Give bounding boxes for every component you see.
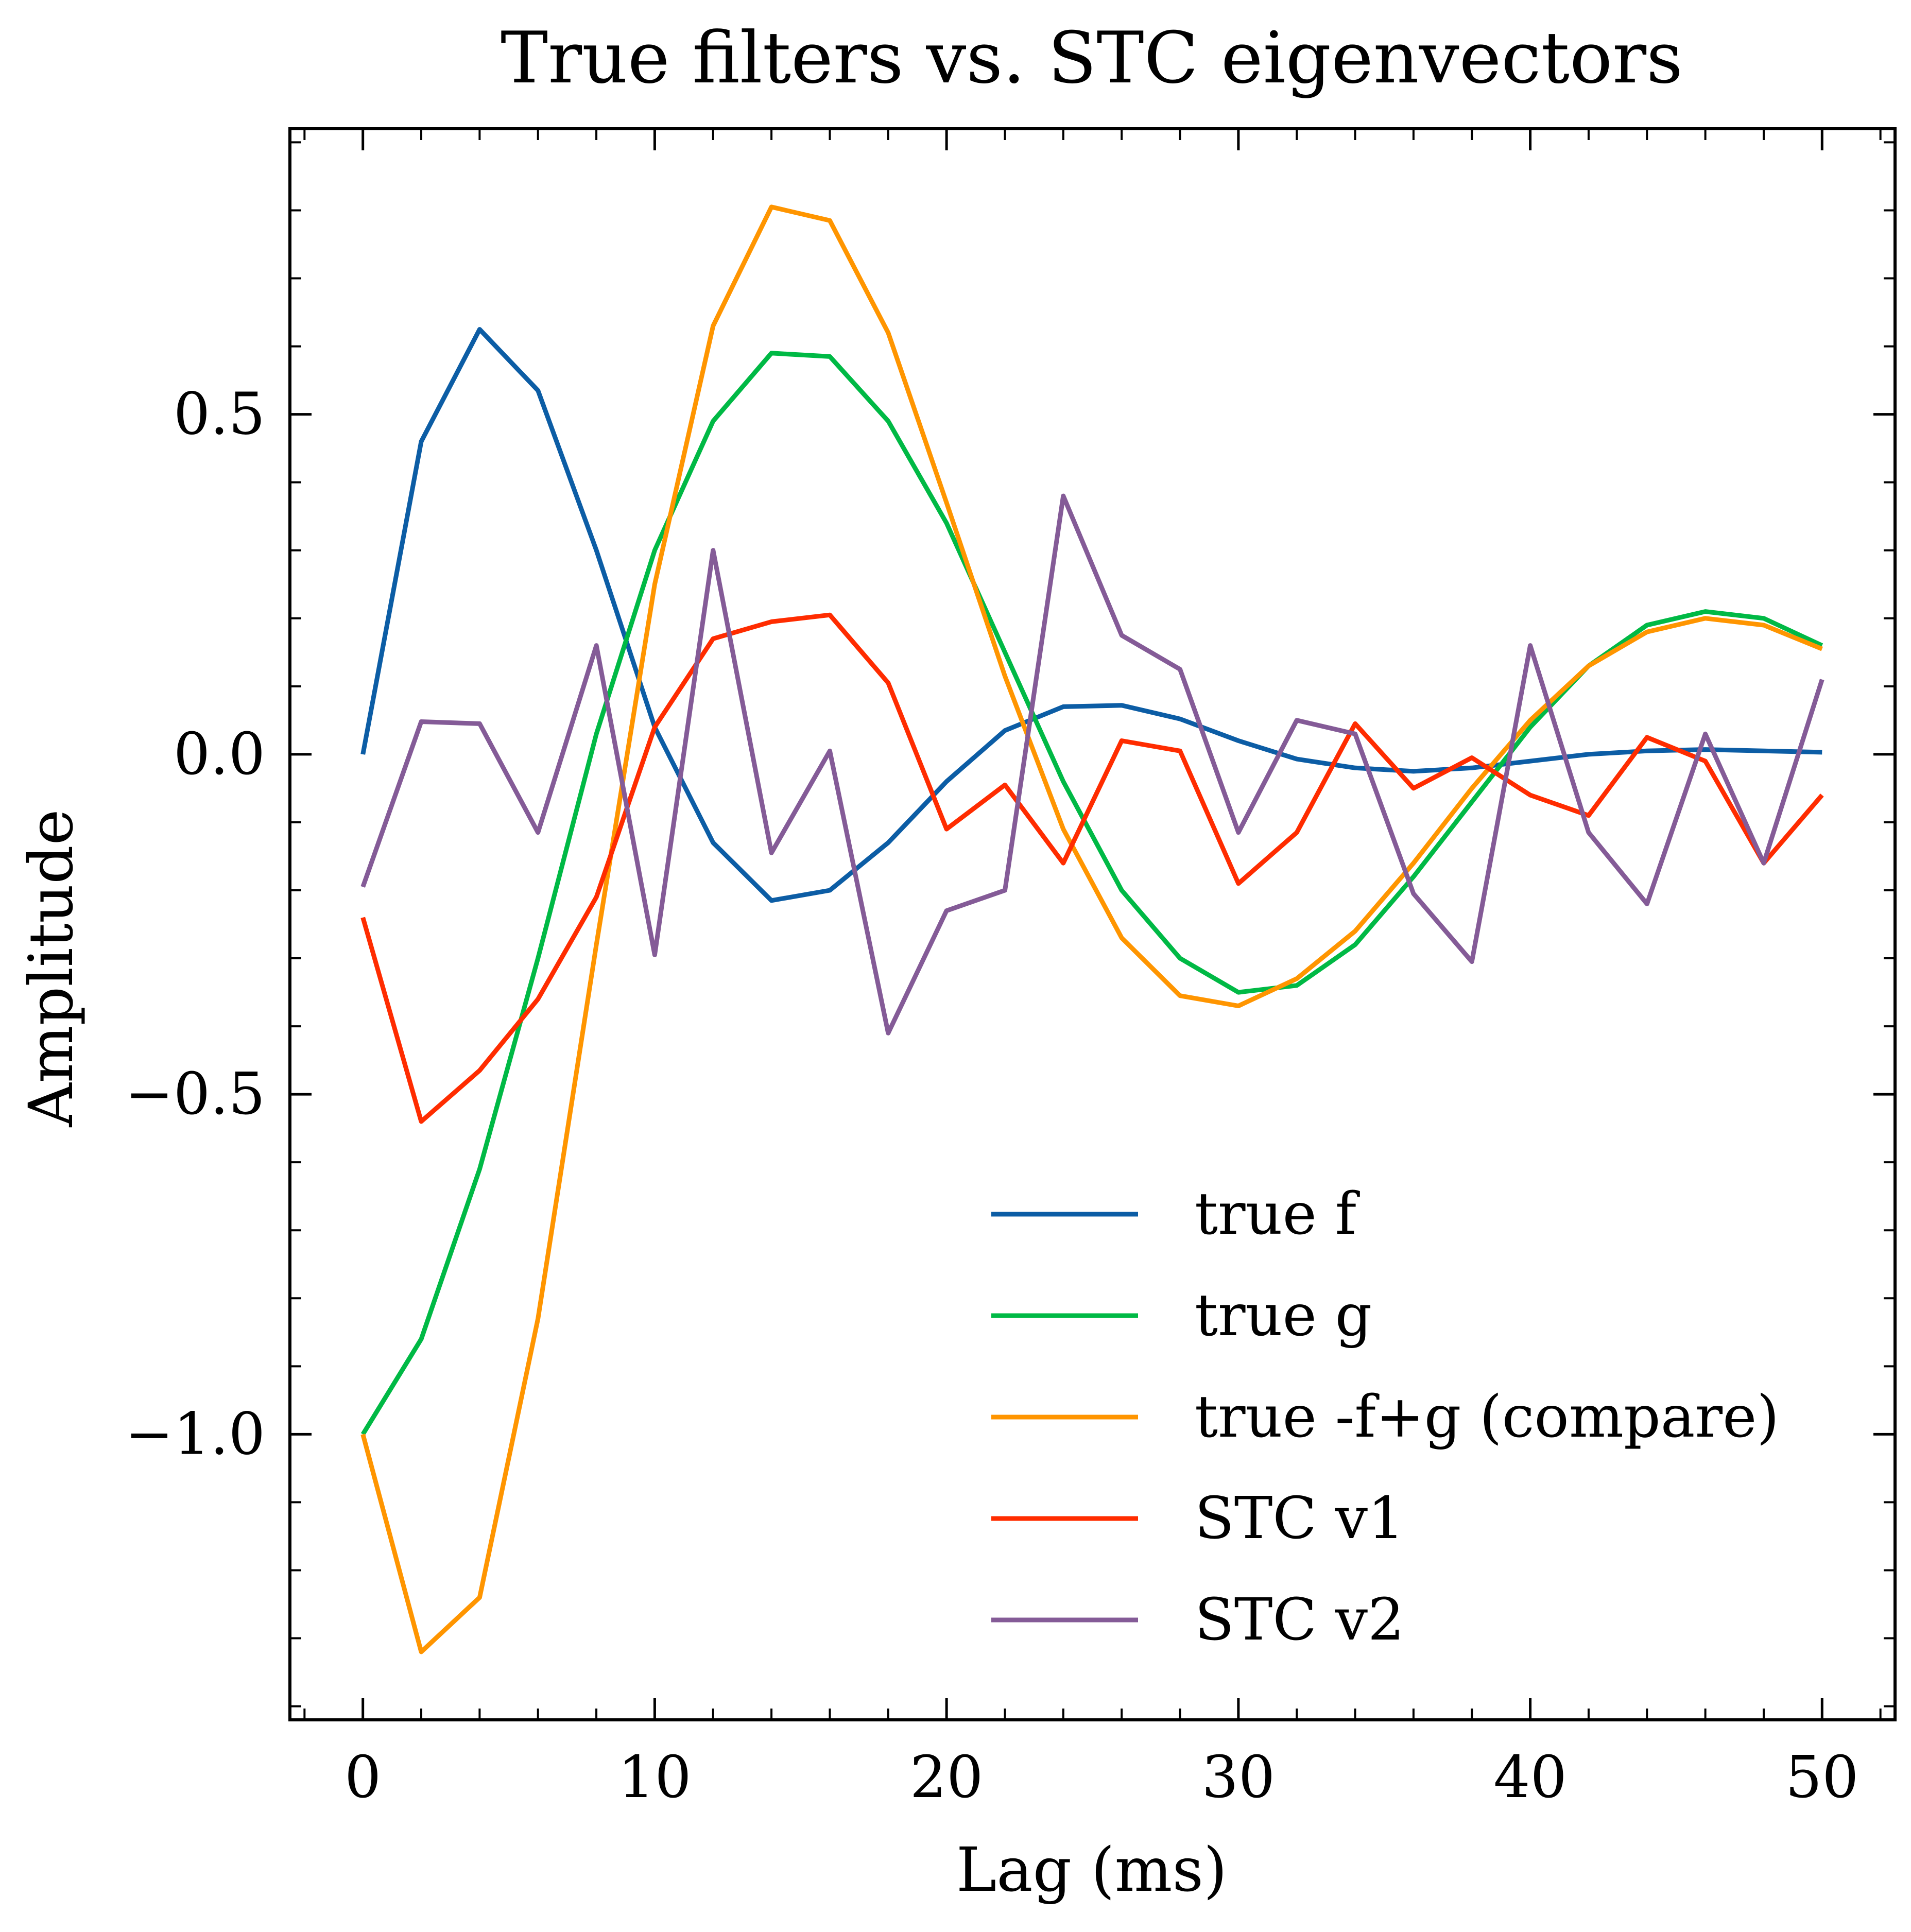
y-axis-label: Amplitude: [15, 809, 87, 1128]
legend: true f true g true -f+g (compare) STC v1 STC…: [991, 1181, 1779, 1653]
x-tick-label: 20: [910, 1744, 984, 1811]
y-tick-label: 0.5: [174, 381, 265, 448]
y-tick-label: −0.5: [125, 1061, 265, 1128]
plot-area: [288, 127, 1897, 1721]
x-tick-label: 10: [618, 1744, 692, 1811]
series-line-4: [360, 493, 1824, 1036]
series-line-0: [360, 327, 1822, 903]
series-group: [360, 204, 1824, 1654]
x-tick-label: 0: [345, 1744, 381, 1811]
axis-ticks: 0 10 20 30 40 50 0.5 0.0 −0.5 −1.0: [125, 129, 1895, 1811]
x-axis-label: Lag (ms): [956, 1834, 1227, 1905]
x-tick-label: 40: [1493, 1744, 1567, 1811]
legend-label-1: true g: [1195, 1282, 1372, 1349]
y-tick-label: 0.0: [174, 721, 265, 788]
x-tick-label: 50: [1785, 1744, 1859, 1811]
plot-frame: [288, 127, 1897, 1721]
legend-label-2: true -f+g (compare): [1195, 1384, 1779, 1451]
series-line-2: [360, 204, 1823, 1654]
legend-label-4: STC v2: [1195, 1586, 1404, 1653]
legend-label-0: true f: [1195, 1181, 1361, 1248]
y-tick-label: −1.0: [125, 1401, 265, 1468]
chart-title: True filters vs. STC eigenvectors: [501, 16, 1683, 99]
legend-label-3: STC v1: [1195, 1485, 1404, 1552]
x-tick-label: 30: [1202, 1744, 1276, 1811]
series-line-3: [360, 612, 1824, 1124]
